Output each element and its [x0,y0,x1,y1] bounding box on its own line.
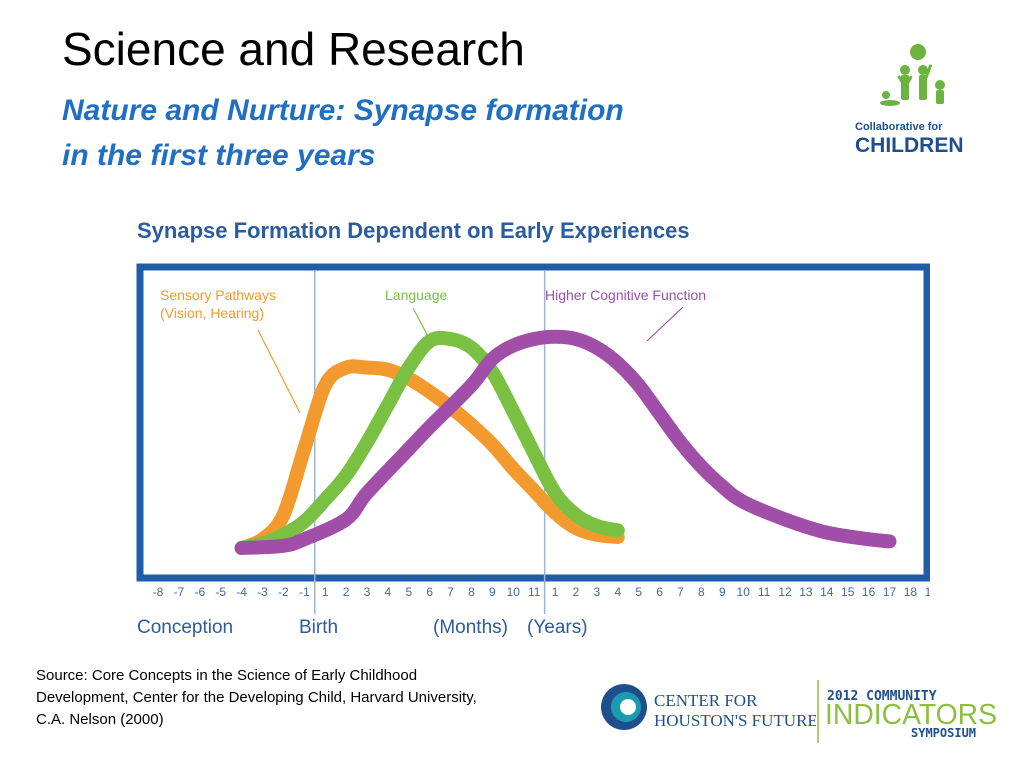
x-tick-label: 11 [758,585,771,599]
chart-title: Synapse Formation Dependent on Early Exp… [137,218,690,243]
x-tick-label: 4 [385,585,392,599]
x-tick-label: -7 [174,585,185,599]
x-tick-label: 14 [820,585,834,599]
x-tick-label: 19 [925,585,930,599]
source-line-1: Source: Core Concepts in the Science of … [36,667,418,684]
x-tick-label: 16 [862,585,876,599]
series-labels: Sensory Pathways (Vision, Hearing) Languag… [160,287,706,414]
x-tick-label: 6 [426,585,433,599]
x-tick-label: 6 [656,585,663,599]
chf-logo-line-2: HOUSTON'S FUTURE [654,711,816,730]
community-indicators-symposium-logo: 2012 COMMUNITY INDICATORS SYMPOSIUM [817,680,997,743]
subtitle-line-1: Nature and Nurture: Synapse formation [62,94,624,127]
x-tick-label: 5 [635,585,642,599]
language-label: Language [385,287,448,303]
x-tick-label: 9 [489,585,496,599]
sensory-pathways-line [234,359,625,555]
x-axis-label: Birth [299,617,338,638]
sensory-pathways-label: Sensory Pathways [160,287,276,303]
higher-cognitive-function-leader-line [646,306,684,342]
x-tick-label: 7 [677,585,684,599]
collaborative-logo-line-1: Collaborative for [855,121,943,133]
x-tick-label: 3 [594,585,601,599]
x-tick-label: 15 [841,585,855,599]
higher-cognitive-function-line [234,329,897,555]
source-citation: Source: Core Concepts in the Science of … [36,665,556,731]
x-axis-labels: Conception Birth (Months) (Years) [137,617,588,638]
symposium-line-2: INDICATORS [825,699,997,731]
x-tick-label: 17 [883,585,897,599]
higher-cognitive-function-label: Higher Cognitive Function [545,287,706,303]
sensory-pathways-label-line-2: (Vision, Hearing) [160,305,264,321]
x-tick-label: -5 [215,585,226,599]
x-axis-label: Conception [137,617,233,638]
x-tick-label: 7 [447,585,454,599]
synapse-formation-chart: Synapse Formation Dependent on Early Exp… [136,218,930,638]
children-figures-icon [880,44,945,106]
x-tick-label: -2 [278,585,289,599]
language-leader-line [412,307,431,341]
collaborative-for-children-logo: Collaborative for CHILDREN [855,44,964,157]
plot-lines [234,329,897,555]
x-tick-label: 12 [778,585,792,599]
chf-logo-line-1: CENTER FOR [654,691,758,710]
subtitle-line-2: in the first three years [62,139,376,172]
x-tick-label: 4 [614,585,621,599]
x-tick-label: 2 [343,585,350,599]
x-tick-label: -3 [257,585,268,599]
x-tick-label: 5 [405,585,412,599]
sensory-pathways-leader-line [257,329,301,414]
x-tick-label: 2 [573,585,580,599]
symposium-line-1: 2012 COMMUNITY [827,689,937,704]
x-tick-label: -1 [299,585,310,599]
language-line [234,330,625,555]
x-tick-label: 1 [552,585,559,599]
x-tick-label: 10 [507,585,521,599]
x-axis-label: (Months) [433,617,508,638]
x-tick-label: 3 [364,585,371,599]
page-subtitle: Nature and Nurture: Synapse formation in… [62,88,762,178]
x-tick-label: 13 [799,585,813,599]
x-tick-label: -4 [236,585,247,599]
x-axis-ticks: -8 -7 -6 -5 -4 -3 -2 -1 1 2 3 4 5 6 7 8 9 10 11 1 2 3 4 5 6 7 8 9 10… [153,585,930,599]
x-tick-label: 18 [904,585,918,599]
center-for-houstons-future-logo: CENTER FOR HOUSTON'S FUTURE [601,684,816,730]
source-line-3: C.A. Nelson (2000) [36,711,164,728]
source-line-2: Development, Center for the Developing C… [36,689,477,706]
x-axis-label: (Years) [527,617,588,638]
x-tick-label: 8 [468,585,475,599]
swirl-icon [601,684,647,730]
collaborative-logo-line-2: CHILDREN [855,134,964,157]
symposium-line-3: SYMPOSIUM [911,726,976,740]
x-tick-label: -8 [153,585,164,599]
x-tick-label: -6 [194,585,205,599]
x-tick-label: 1 [322,585,329,599]
x-tick-label: 9 [719,585,726,599]
x-tick-label: 11 [528,585,541,599]
x-tick-label: 10 [737,585,751,599]
page-title: Science and Research [62,23,525,75]
x-tick-label: 8 [698,585,705,599]
